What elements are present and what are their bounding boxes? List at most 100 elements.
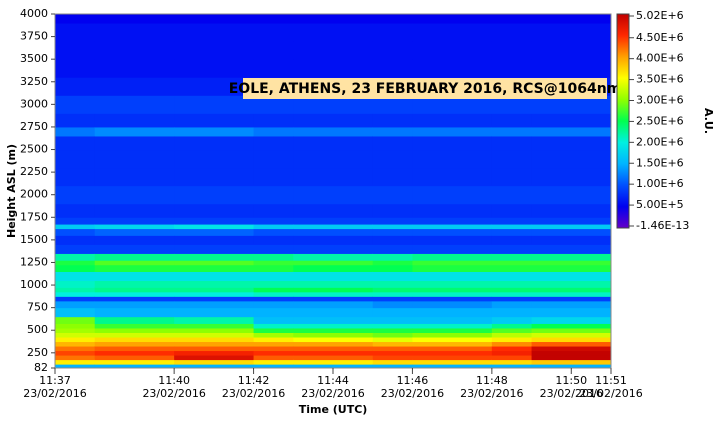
heatmap-cell [94,346,175,352]
heatmap-cell [253,364,294,369]
heatmap-cell [55,316,96,324]
heatmap-cell [372,341,413,347]
heatmap-cell [372,224,413,230]
heatmap-cell [412,327,493,333]
heatmap-cell [293,296,374,302]
heatmap-cell [531,364,612,369]
heatmap-cell [412,341,493,347]
y-axis-label: Height ASL (m) [5,144,18,238]
heatmap-cell [174,203,255,218]
heatmap-cell [55,280,96,288]
heatmap-cell [531,359,612,365]
heatmap-cell [55,264,96,273]
heatmap-cell [372,359,413,365]
heatmap-cell [293,271,374,282]
heatmap-cell [94,355,175,361]
heatmap-cell [531,316,612,324]
heatmap-cell [372,41,413,60]
heatmap-cell [531,95,612,114]
heatmap-cell [174,217,255,225]
heatmap-cell [94,113,175,128]
heatmap-cell [531,280,612,288]
heatmap-cell [531,332,612,338]
heatmap-cell [531,350,612,356]
heatmap-cell [253,287,294,293]
heatmap-cell [531,135,612,151]
heatmap-cell [412,280,493,288]
heatmap-cell [55,327,96,333]
y-tick-label: 1000 [20,278,48,291]
heatmap-cell [531,341,612,347]
heatmap-cell [412,185,493,205]
heatmap-cell [253,307,294,318]
heatmap-cell [94,271,175,282]
heatmap-cell [174,341,255,347]
colorbar-tick-label: 3.50E+6 [636,73,684,86]
x-tick-date: 23/02/2016 [460,387,523,400]
heatmap-cell [531,291,612,297]
heatmap-cell [293,126,374,137]
heatmap-cell [55,149,96,169]
heatmap-cell [94,337,175,343]
heatmap-cell [174,337,255,343]
heatmap-cell [372,355,413,361]
heatmap-cell [94,327,175,333]
heatmap-cell [94,350,175,356]
heatmap-cell [372,271,413,282]
heatmap-cell [174,350,255,356]
heatmap-cell [253,264,294,273]
heatmap-cell [293,185,374,205]
heatmap-cell [94,307,175,318]
heatmap-cell [412,253,493,261]
heatmap-cell [491,23,533,42]
heatmap-cell [253,217,294,225]
heatmap-cell [491,355,533,361]
heatmap-cell [94,41,175,60]
heatmap-cell [491,59,533,78]
heatmap-cell [253,235,294,245]
heatmap-cell [293,217,374,225]
heatmap-cell [174,23,255,42]
heatmap-cell [372,364,413,369]
heatmap-cell [174,260,255,266]
heatmap-cell [372,23,413,42]
heatmap-cell [253,332,294,338]
heatmap-cell [372,113,413,128]
heatmap-cell [372,167,413,187]
heatmap-cell [412,323,493,329]
heatmap-cell [491,280,533,288]
heatmap-cell [174,355,255,361]
x-tick-date: 23/02/2016 [301,387,364,400]
heatmap-cell [491,14,533,24]
heatmap-cell [293,350,374,356]
heatmap-cell [293,23,374,42]
heatmap-cell [174,332,255,338]
heatmap-cell [293,95,374,114]
heatmap-cell [253,167,294,187]
heatmap-cell [94,323,175,329]
x-tick-date: 23/02/2016 [579,387,642,400]
heatmap-cell [55,224,96,230]
colorbar-tick-label: 4.00E+6 [636,52,684,65]
heatmap-cell [293,149,374,169]
heatmap-cell [94,77,175,96]
heatmap-cell [94,364,175,369]
heatmap-cell [94,260,175,266]
heatmap-cell [94,280,175,288]
heatmap-cell [293,264,374,273]
heatmap-cell [372,59,413,78]
heatmap-cell [253,350,294,356]
heatmap-cell [372,14,413,24]
heatmap-cell [253,253,294,261]
heatmap-cell [55,23,96,42]
colorbar-tick-label: -1.46E-13 [636,219,689,232]
heatmap-cell [491,271,533,282]
heatmap-cell [491,203,533,218]
heatmap-cell [293,355,374,361]
colorbar-tick-label: 5.02E+6 [636,9,684,22]
heatmap-cell [531,203,612,218]
heatmap-cell [253,359,294,365]
heatmap-cell [372,235,413,245]
heatmap-cell [94,287,175,293]
